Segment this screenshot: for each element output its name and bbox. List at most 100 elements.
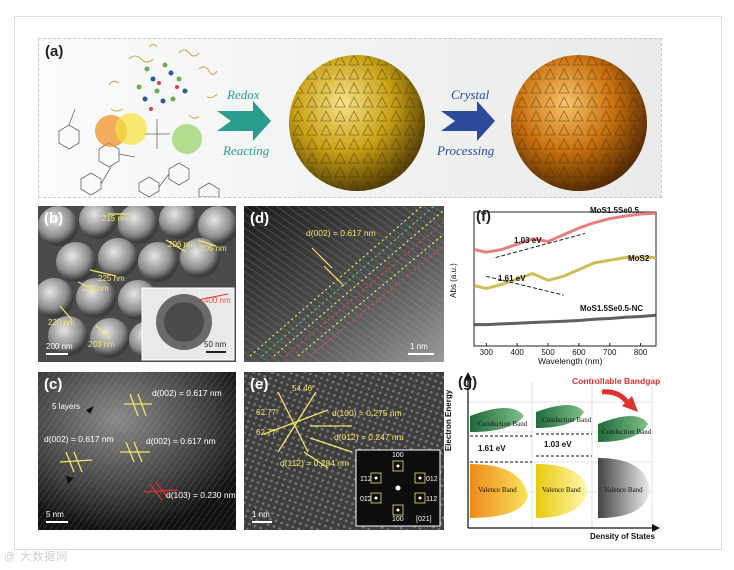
series-line-2 (473, 255, 657, 290)
size-400: 400 nm (204, 296, 231, 305)
panel-a-label: (a) (45, 43, 64, 60)
scale-bar-e: 1 nm (252, 510, 270, 519)
x-tick-label-300: 300 (480, 348, 494, 357)
x-tick-label-400: 400 (511, 348, 525, 357)
series-line-3 (474, 313, 657, 327)
conduction-label-3: Conduction Band (602, 428, 652, 436)
tangent-line-2 (486, 275, 564, 296)
redox-arrow (217, 101, 271, 141)
d-spacing-e3: d(11̄2) = 0.284 nm (280, 458, 350, 468)
sem-image (38, 206, 236, 362)
angle-2: 62.77° (256, 408, 280, 417)
x-tick-label-600: 600 (572, 348, 586, 357)
size-203: 203 nm (88, 340, 115, 349)
gap-label-g2: 1.03 eV (544, 440, 572, 449)
series-label-2: MoS2 (628, 254, 650, 263)
yellow-highlight (115, 113, 147, 145)
crystal-label: Crystal (451, 87, 490, 102)
zone-axis-label: [021] (416, 516, 432, 523)
band-diagram (464, 372, 660, 532)
valence-band-2 (536, 464, 588, 518)
panel-d-label: (d) (250, 210, 270, 227)
conduction-label-1: Conduction Band (478, 420, 528, 428)
fft-label-5: 112 (426, 496, 438, 503)
fft-label-6: 100 (392, 516, 404, 523)
gap-label-2: 1.61 eV (498, 274, 526, 283)
panel-e-label: (e) (250, 376, 269, 393)
valence-band-1 (470, 464, 528, 518)
valence-label-2: Valence Band (542, 486, 581, 494)
scale-bar-d: 1 nm (410, 342, 428, 351)
d-spacing-e2: d(01̄2) = 0.247 nm (334, 432, 404, 442)
fft-label-4: 01̄2 (360, 496, 372, 503)
x-axis-label: Wavelength (nm) (538, 356, 603, 366)
conduction-label-2: Conduction Band (542, 416, 592, 424)
panel-d: (d) d(002) = 0.617 nm 1 nm (244, 206, 444, 362)
energy-axis-label: Electron Energy (444, 389, 454, 452)
micelle-drawing (108, 44, 218, 119)
x-tick-label-800: 800 (634, 348, 648, 357)
tangent-line-1 (495, 232, 586, 259)
angle-3: 62.77° (256, 428, 280, 437)
panel-b: (b) 215 nm 206 nm 205 nm 225 nm 201 nm 2… (38, 206, 236, 362)
green-highlight (172, 124, 202, 154)
d-spacing-c2: d(002) = 0.617 nm (44, 434, 114, 444)
panel-g-label: (g) (458, 374, 478, 391)
redox-label: Redox (227, 87, 260, 102)
x-tick-label-700: 700 (603, 348, 617, 357)
hrtem-image-c (38, 372, 236, 530)
valence-band-3 (598, 458, 650, 518)
reacting-label: Reacting (223, 143, 270, 158)
series-label-1: MoS1.5Se0.5 (590, 206, 639, 215)
d-spacing-d: d(002) = 0.617 nm (306, 228, 376, 238)
d-spacing-c1: d(002) = 0.617 nm (152, 388, 222, 398)
panel-b-label: (b) (44, 210, 64, 227)
size-201: 201 nm (82, 284, 109, 293)
series-line-1 (473, 211, 657, 254)
bandgap-title: Controllable Bandgap (572, 376, 661, 386)
panel-c: (c) 5 layers d(002) = 0.617 nm d(002) = … (38, 372, 236, 530)
panel-g: (g) Controllable Bandgap Electron Energy… (444, 372, 662, 541)
scale-bar-b: 200 nm (46, 342, 73, 351)
size-206: 206 nm (168, 240, 195, 249)
plot-frame (473, 211, 657, 347)
hrtem-image-d (244, 206, 444, 362)
size-215: 215 nm (102, 214, 129, 223)
series-label-3: MoS1.5Se0.5-NC (580, 304, 644, 313)
size-225: 225 nm (98, 274, 125, 283)
crystal-arrow (441, 101, 495, 141)
hrtem-image-e (244, 372, 444, 530)
gap-label-g1: 1.61 eV (478, 444, 506, 453)
processing-label: Processing (437, 143, 495, 158)
d-spacing-c3: d(002) = 0.617 nm (146, 436, 216, 446)
scale-bar-b-inset: 50 nm (204, 340, 227, 349)
panel-f: 300 400 500 600 700 800 (f) Abs (a.u.) Wavele… (448, 204, 662, 370)
d-spacing-e1: d(100) = 0.275 nm (332, 408, 402, 418)
molecule-drawings (58, 108, 220, 197)
dos-axis-label: Density of States (590, 532, 655, 541)
absorbance-chart: 300 400 500 600 700 800 (473, 211, 657, 357)
angle-1: 54.46° (292, 384, 316, 393)
d-spacing-c4: d(103) = 0.230 nm (166, 490, 236, 500)
panel-e: (e) 54.46° 62.77° 62.77° d(100) = 0.275 … (244, 372, 444, 530)
x-tick-label-500: 500 (541, 348, 555, 357)
valence-label-3: Valence Band (604, 486, 643, 494)
gap-label-1: 1.03 eV (514, 236, 542, 245)
panel-c-label: (c) (44, 376, 63, 393)
panel-a: (a) Redox Reacting Crystal Processing (38, 38, 662, 198)
valence-label-1: Valence Band (478, 486, 517, 494)
conduction-band-2 (536, 405, 584, 428)
y-axis-label: Abs (a.u.) (448, 263, 458, 298)
fft-label-1: 100 (392, 452, 404, 459)
size-220: 220 nm (48, 318, 75, 327)
layers-label: 5 layers (52, 402, 81, 411)
scale-bar-c: 5 nm (46, 510, 64, 519)
panel-f-label: (f) (476, 208, 491, 225)
fft-label-2: 1̄12 (360, 476, 372, 483)
watermark: @ 大数据网 (4, 551, 69, 563)
size-205: 205 nm (200, 244, 227, 253)
panel-a-illustration (58, 44, 647, 197)
conduction-band-3 (598, 416, 648, 442)
conduction-band-1 (470, 408, 524, 432)
fft-label-3: 012 (426, 476, 438, 483)
